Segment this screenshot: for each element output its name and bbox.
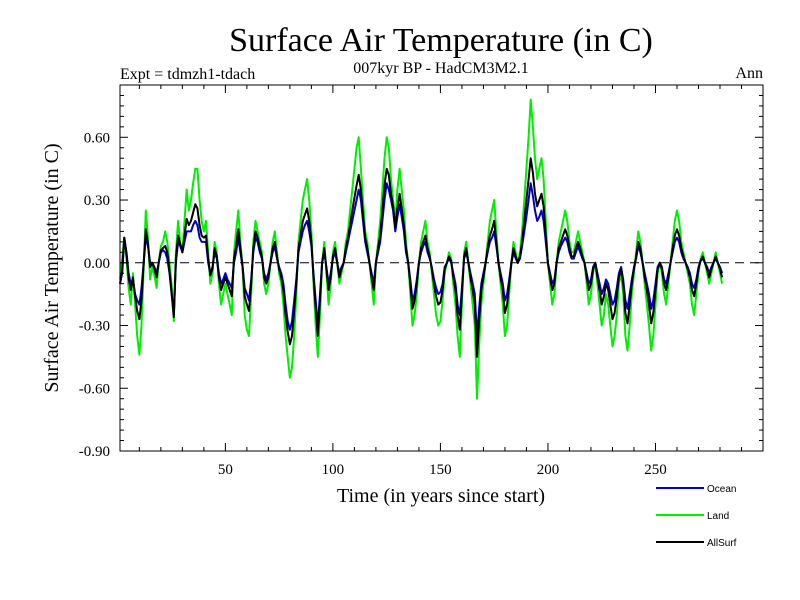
legend-label-ocean: Ocean	[707, 484, 736, 495]
axis-ticks	[120, 85, 763, 452]
x-tick-label: 150	[429, 462, 452, 478]
series-line-allsurf	[119, 157, 724, 358]
y-tick-label: -0.90	[79, 444, 110, 460]
x-axis-label: Time (in years since start)	[337, 485, 545, 507]
series-layer	[119, 98, 724, 400]
y-axis-label: Surface Air Temperature (in C)	[41, 143, 63, 392]
plot-frame	[119, 84, 764, 452]
x-tick-label: 200	[537, 462, 560, 478]
chart-title: Surface Air Temperature (in C)	[229, 22, 653, 59]
legend: Ocean Land AllSurf	[656, 484, 737, 549]
legend-label-allsurf: AllSurf	[707, 538, 737, 549]
season-label: Ann	[735, 65, 763, 82]
tick-labels: 50 100 150 200 250 -0.90 -0.60 -0.30 0.00 0.30 0.6…	[79, 130, 667, 478]
y-tick-label: 0.60	[84, 130, 110, 146]
legend-label-land: Land	[707, 511, 729, 522]
x-tick-label: 250	[644, 462, 667, 478]
series-line-ocean	[119, 182, 724, 337]
y-tick-label: 0.00	[84, 256, 110, 272]
experiment-label: Expt = tdmzh1-tdach	[120, 66, 255, 83]
x-tick-label: 100	[322, 462, 345, 478]
x-tick-label: 50	[218, 462, 233, 478]
y-tick-label: -0.60	[79, 381, 110, 397]
y-tick-label: 0.30	[84, 193, 110, 209]
chart-subtitle: 007kyr BP - HadCM3M2.1	[353, 60, 528, 77]
y-tick-label: -0.30	[79, 319, 110, 335]
